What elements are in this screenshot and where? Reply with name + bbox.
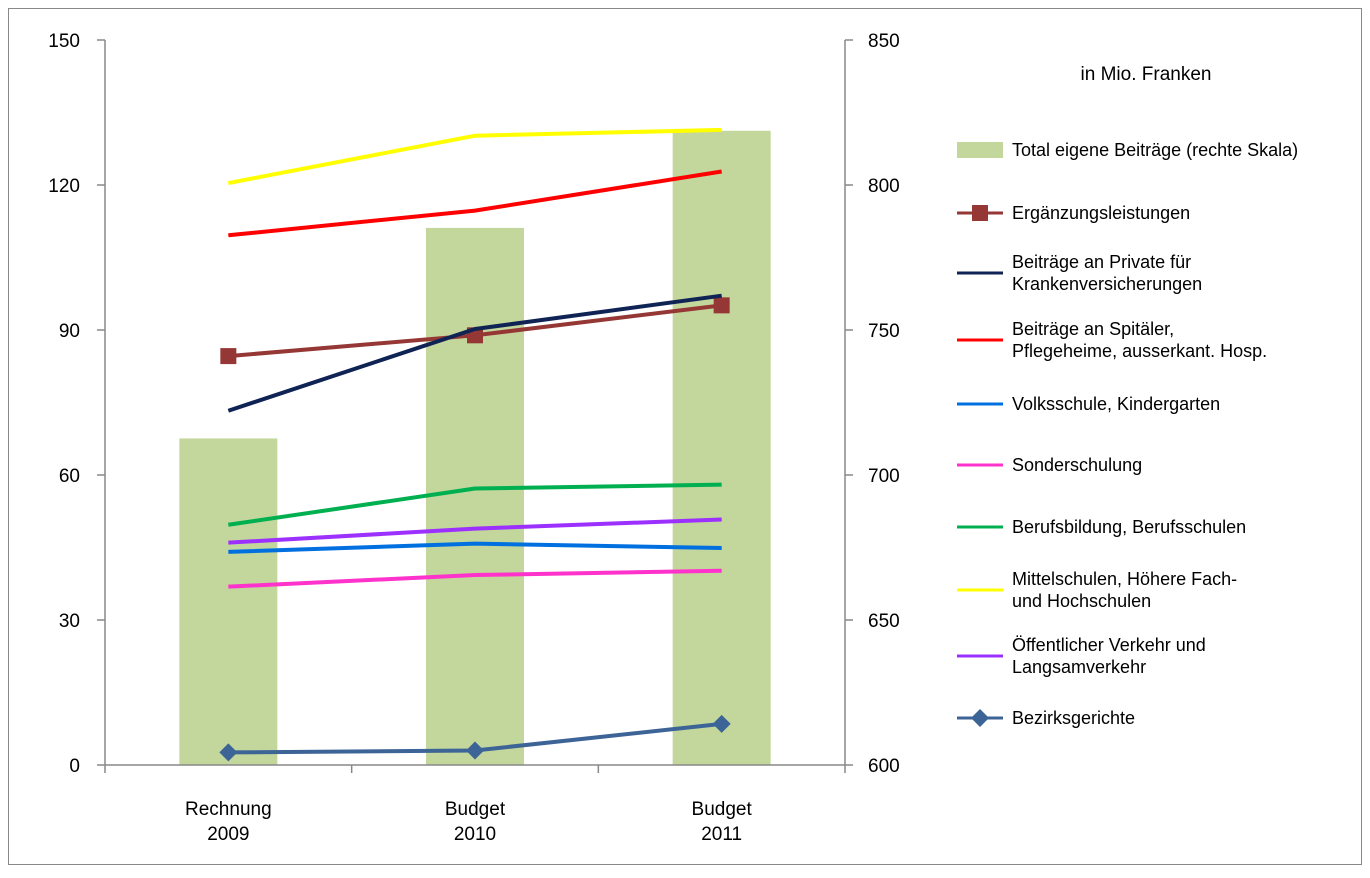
series-0-point-0 [220, 348, 237, 365]
legend-marker-0 [972, 205, 988, 221]
legend-label: Berufsbildung, Berufsschulen [1012, 517, 1246, 537]
left-tick-label: 0 [69, 756, 80, 777]
bars-group [179, 130, 771, 766]
series-line-1 [227, 293, 722, 413]
left-tick-label: 120 [48, 176, 80, 197]
x-category-label: Rechnung 2009 [185, 799, 272, 845]
left-tick-label: 90 [59, 321, 80, 342]
left-tick-label: 30 [59, 611, 80, 632]
series-line-5 [228, 482, 722, 527]
legend-label: Total eigene Beiträge (rechte Skala) [1012, 140, 1298, 160]
series-8-point-0 [219, 743, 238, 762]
right-tick-label: 650 [868, 611, 900, 632]
series-8-point-1 [466, 741, 484, 760]
legend-label: Sonderschulung [1012, 455, 1142, 475]
bar-total-1 [426, 227, 524, 766]
legend-label: Bezirksgerichte [1012, 708, 1135, 728]
legend-label: Beiträge an Private für Krankenversicheru… [1012, 252, 1202, 294]
unit-label: in Mio. Franken [1081, 64, 1212, 85]
right-tick-label: 800 [868, 176, 900, 197]
right-tick-label: 750 [868, 321, 900, 342]
legend-label: Beiträge an Spitäler, Pflegeheime, ausser… [1012, 319, 1267, 361]
axes-group: 0 30 60 90 120 150 600 650 700 750 800 850 Rechnung 2… [48, 31, 899, 845]
legend-swatch-total [957, 142, 1003, 158]
x-category-label: Budget 2011 [692, 799, 753, 845]
right-tick-label: 700 [868, 466, 900, 487]
legend-label: Mittelschulen, Höhere Fach-und Hochschul… [1012, 569, 1237, 611]
legend: Total eigene Beiträge (rechte Skala) Ergä… [957, 140, 1298, 728]
bar-total-2 [672, 130, 771, 765]
legend-label: Ergänzungsleistungen [1012, 203, 1190, 223]
series-line-6 [227, 127, 722, 186]
lines-group [219, 127, 731, 762]
series-line-3 [228, 541, 722, 554]
series-line-7 [228, 517, 722, 545]
left-tick-label: 60 [59, 466, 80, 487]
left-tick-label: 150 [48, 31, 80, 52]
right-tick-label: 600 [868, 756, 900, 777]
legend-label: Öffentlicher Verkehr und Langsamverkehr [1012, 635, 1206, 677]
legend-label: Volksschule, Kindergarten [1012, 394, 1220, 414]
series-0-point-2 [713, 297, 730, 314]
series-8-point-2 [712, 714, 731, 733]
bar-total-0 [179, 438, 278, 765]
series-line-2 [228, 169, 722, 238]
legend-marker-8 [971, 709, 989, 727]
series-line-4 [228, 568, 722, 589]
x-category-label: Budget 2010 [445, 799, 506, 845]
right-tick-label: 850 [868, 31, 900, 52]
